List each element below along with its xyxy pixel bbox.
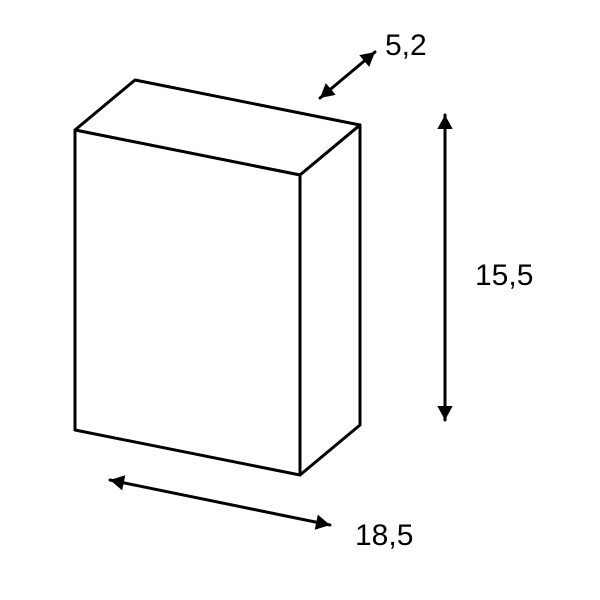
width-label: 18,5 bbox=[355, 519, 413, 552]
dimension-diagram: 5,2 15,5 18,5 bbox=[0, 0, 600, 600]
height-label: 15,5 bbox=[475, 259, 533, 292]
isometric-box bbox=[75, 80, 360, 475]
depth-label: 5,2 bbox=[385, 29, 427, 62]
